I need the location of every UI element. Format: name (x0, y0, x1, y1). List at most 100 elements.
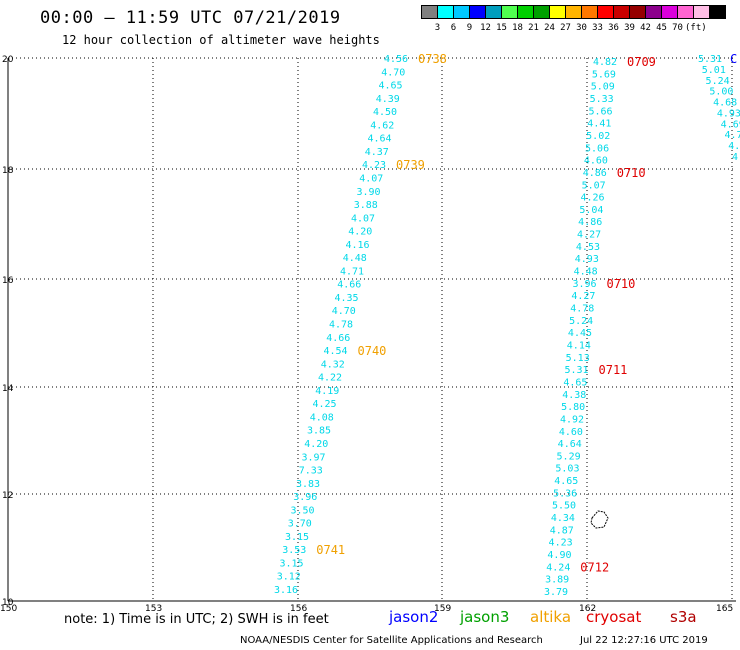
swh-value: 5.09 (591, 82, 615, 93)
swh-value: 4.48 (343, 253, 367, 264)
lon-tick-label: 153 (145, 604, 162, 614)
swh-value: 4.90 (547, 550, 571, 561)
swh-value: 4.68 (713, 98, 737, 109)
legend-swatch (661, 5, 678, 19)
swh-value: 3.70 (288, 519, 312, 530)
swh-value: 4.64 (558, 439, 582, 450)
legend-swatch (421, 5, 438, 19)
legend-swatch (645, 5, 662, 19)
legend-label: 30 (576, 23, 587, 33)
legend-swatch (629, 5, 646, 19)
swh-value: 4.07 (351, 213, 375, 224)
pass-time-label: 0739 (396, 158, 425, 172)
legend-swatch (533, 5, 550, 19)
swh-value: 4.93 (575, 254, 599, 265)
pass-time-label: 0738 (418, 52, 447, 66)
legend-label: 39 (624, 23, 635, 33)
swh-value: 4.69 (721, 119, 740, 130)
lon-tick-label: 165 (716, 604, 733, 614)
swh-value: 4.53 (576, 242, 600, 253)
lat-lon-grid (7, 57, 736, 602)
legend-label: 12 (480, 23, 491, 33)
swh-value: 4.38 (562, 390, 586, 401)
swh-value: 5.31 (565, 365, 589, 376)
swh-value: 5.66 (588, 106, 612, 117)
swh-value: 3.96 (293, 492, 317, 503)
altimeter-tracks: 4.56 4.70 4.65 4.39 4.50 4.62 4.64 4.37 4.23 4.07… (274, 52, 740, 598)
swh-value: 4.87 (550, 525, 574, 536)
axis-tick-labels: 150 153 156 159 162 165 20 18 16 14 12 10 (0, 55, 733, 614)
swh-value: 3.12 (277, 572, 301, 583)
legend-label: 9 (466, 23, 473, 33)
pass-time-label: 0712 (580, 560, 609, 574)
lat-tick-label: 20 (2, 55, 14, 65)
swh-value: 4.26 (580, 193, 604, 204)
legend-swatch (693, 5, 710, 19)
swh-value: 4.78 (329, 320, 353, 331)
island-outline (590, 510, 609, 529)
legend-label: 27 (560, 23, 571, 33)
swh-value: 4.70 (381, 67, 405, 78)
swh-value: 3.96 (572, 279, 596, 290)
satellite-altika: altika (530, 608, 572, 626)
legend-label: 21 (528, 23, 539, 33)
swh-value: 4.14 (567, 340, 591, 351)
swh-value: 4.20 (348, 227, 372, 238)
swh-value: 4.45 (568, 328, 592, 339)
swh-value: 3.50 (291, 505, 315, 516)
swh-value: 4.48 (574, 267, 598, 278)
legend-swatch (485, 5, 502, 19)
swh-value: 5.24 (706, 76, 730, 87)
swh-value: 3.15 (280, 558, 304, 569)
swh-value: 5.01 (702, 65, 726, 76)
swh-value: 5.50 (552, 501, 576, 512)
footer-note: note: 1) Time is in UTC; 2) SWH is in fe… (64, 612, 329, 627)
legend-swatch (565, 5, 582, 19)
swh-value: 4.22 (318, 373, 342, 384)
swh-value: 4.07 (359, 173, 383, 184)
lon-tick-label: 159 (434, 604, 451, 614)
swh-value: 4.66 (326, 333, 350, 344)
legend-swatch (677, 5, 694, 19)
swh-value: 3.53 (282, 545, 306, 556)
swh-value: 4.92 (560, 414, 584, 425)
swh-value: 4.70 (332, 306, 356, 317)
swh-value: 4.82 (593, 57, 617, 68)
satellite-jason2: jason2 (389, 608, 439, 626)
swh-value: 5.03 (555, 464, 579, 475)
legend-label: 36 (608, 23, 619, 33)
lon-tick-label: 150 (0, 604, 17, 614)
legend-label: 24 (544, 23, 555, 33)
legend-label: (ft) (685, 23, 707, 33)
swh-value: 5.36 (553, 488, 577, 499)
swh-value: 4.23 (549, 538, 573, 549)
legend-label: 3 (434, 23, 441, 33)
swh-value: 5.31 (698, 54, 722, 65)
swh-value: 4.37 (365, 147, 389, 158)
lon-tick-label: 156 (290, 604, 307, 614)
swh-value: 3.90 (357, 187, 381, 198)
swh-value: 4.20 (304, 439, 328, 450)
timestamp: Jul 22 12:27:16 UTC 2019 (580, 635, 708, 646)
swh-value: 4.86 (578, 217, 602, 228)
lat-tick-label: 14 (2, 384, 14, 394)
swh-value: 7.33 (299, 466, 323, 477)
swh-value: 4.35 (732, 152, 740, 163)
swh-value: 5.13 (566, 353, 590, 364)
swh-value: 3.97 (302, 452, 326, 463)
swh-value: 3.16 (274, 585, 298, 596)
swh-value: 3.15 (285, 532, 309, 543)
swh-value: 4.75 (724, 130, 740, 141)
pass-time-label: 0709 (627, 55, 656, 69)
legend-label: 6 (450, 23, 457, 33)
legend-label: 42 (640, 23, 651, 33)
swh-value: 4.60 (559, 427, 583, 438)
legend-swatch (709, 5, 726, 19)
swh-value: 5.29 (557, 451, 581, 462)
legend-swatch (453, 5, 470, 19)
swh-value: 5.00 (709, 87, 733, 98)
pass-time-label: 0710 (617, 166, 646, 180)
swh-value: 4.50 (728, 141, 740, 152)
lat-tick-label: 16 (2, 276, 14, 286)
